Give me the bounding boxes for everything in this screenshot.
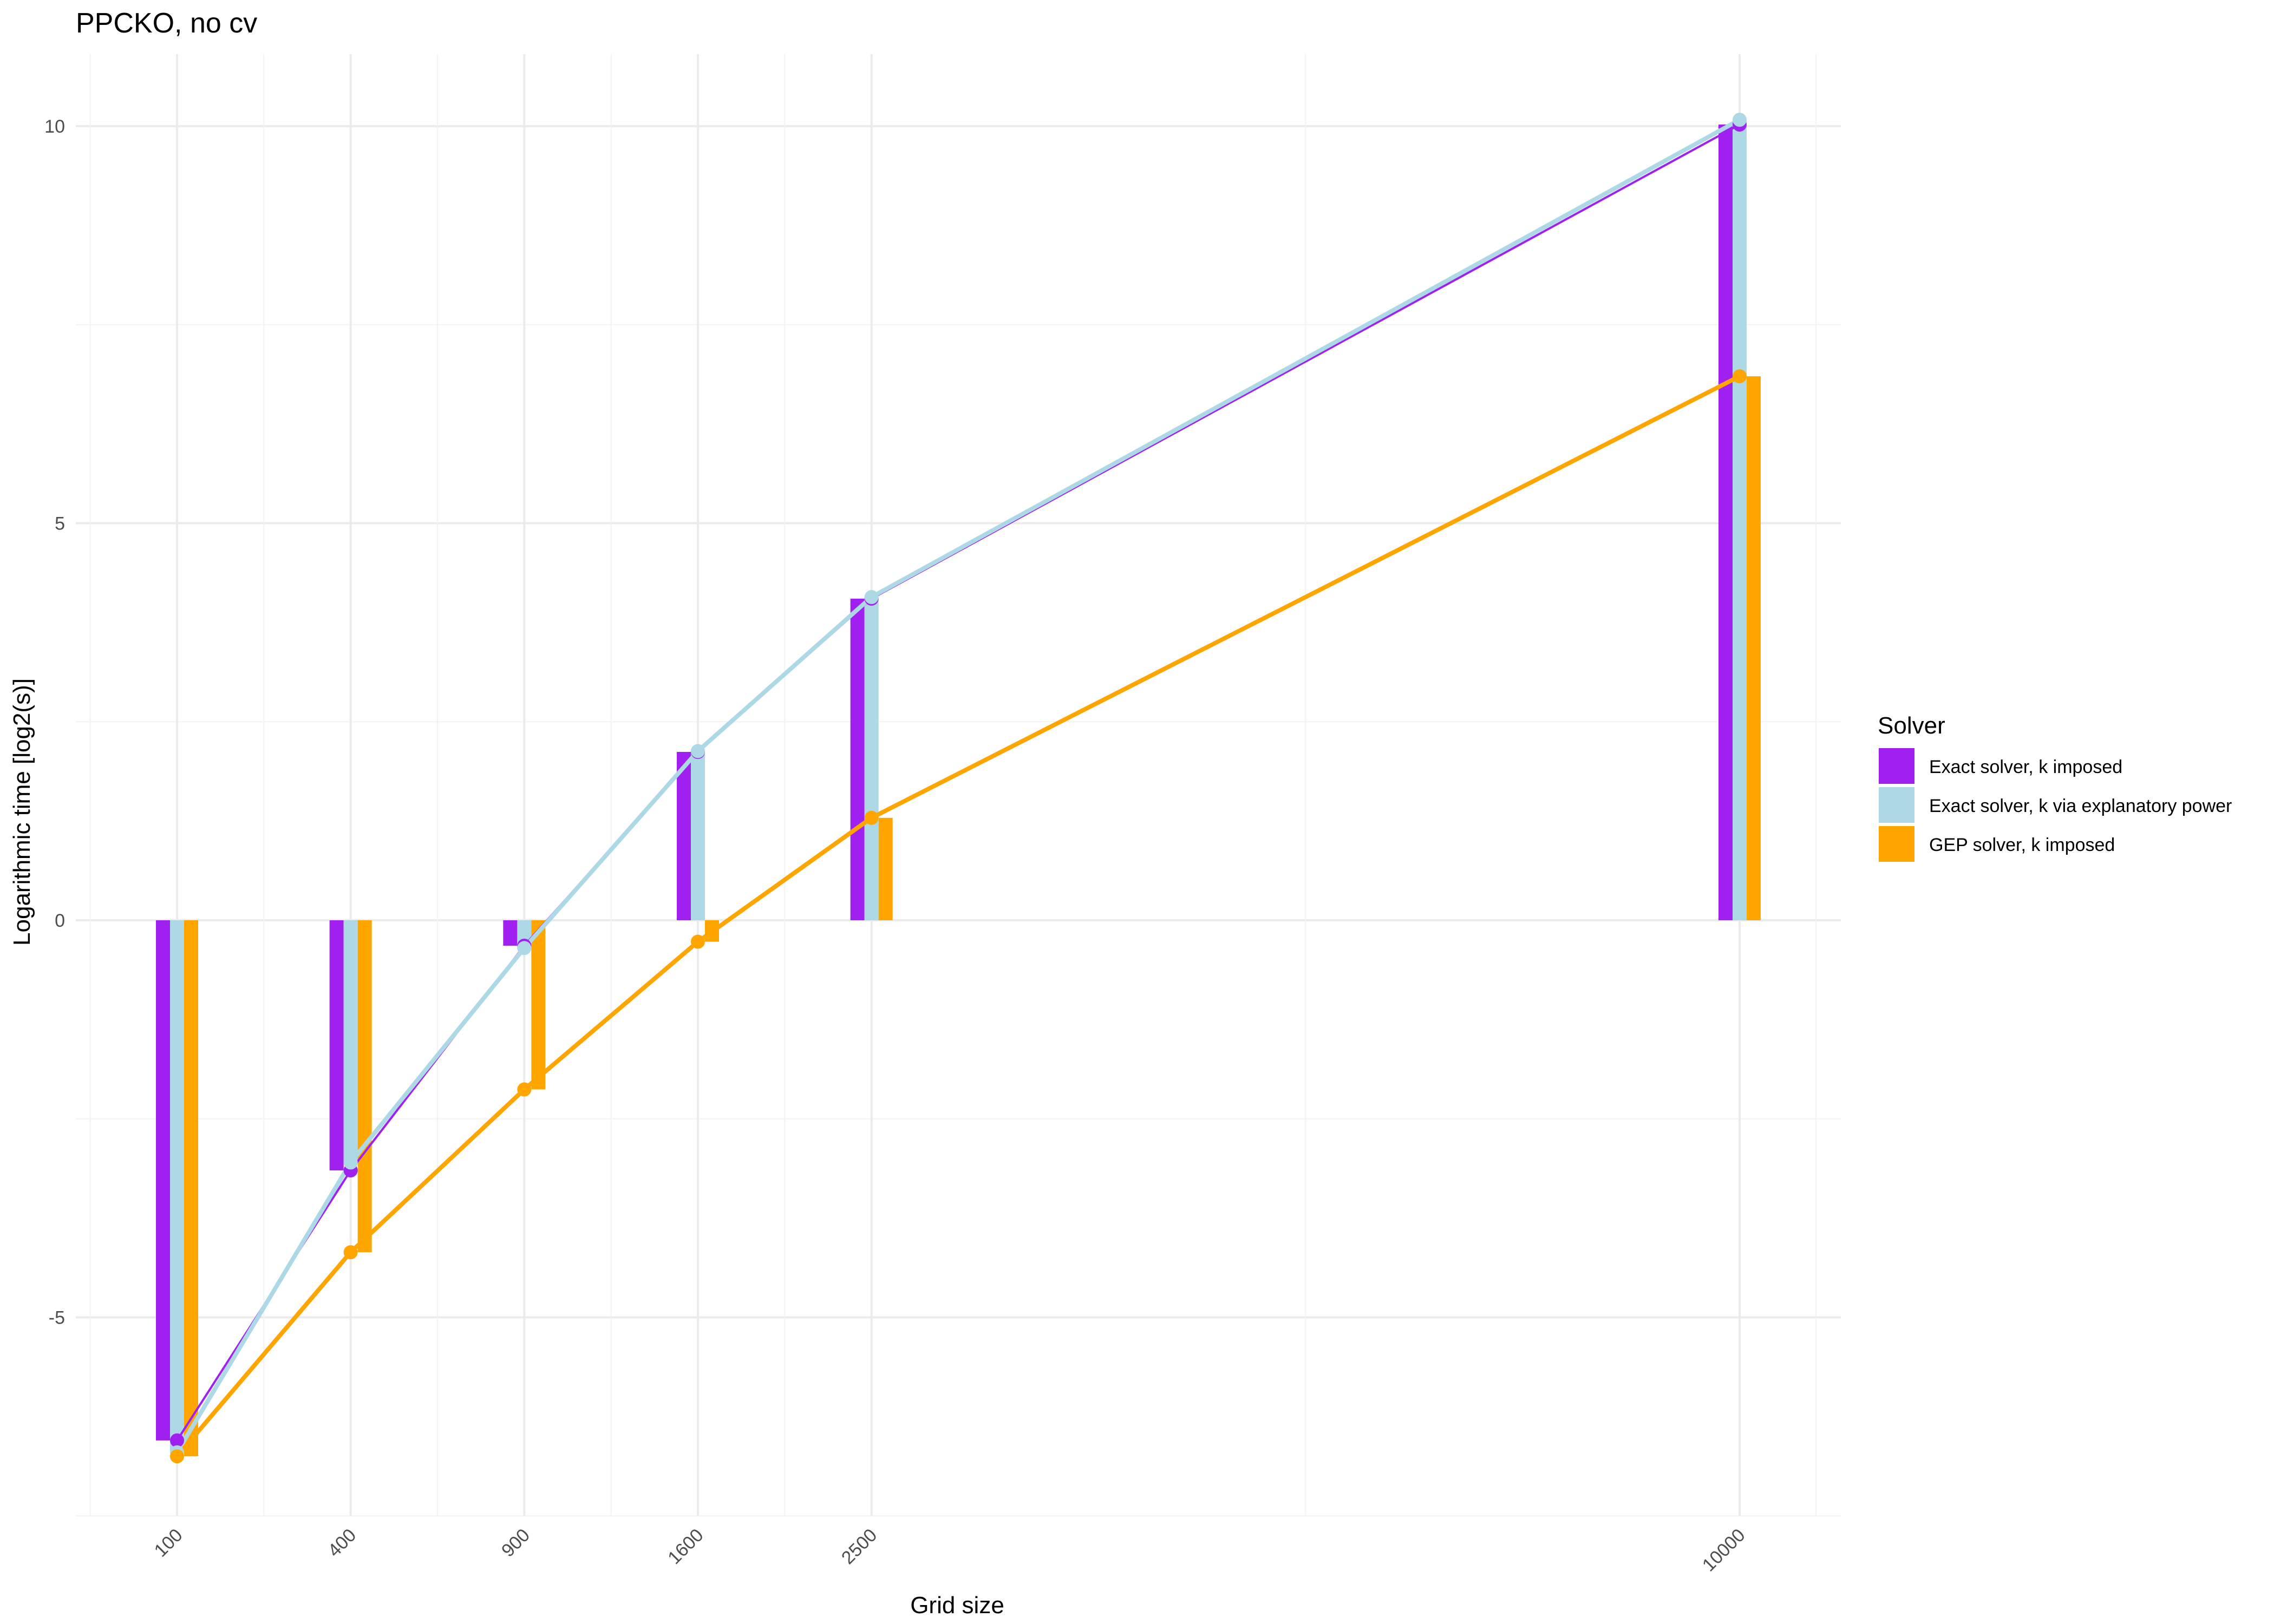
x-tick-label: 900 [498,1525,534,1561]
bar [170,920,184,1452]
bar [850,598,865,920]
data-point [864,590,879,604]
y-tick-label: 0 [55,911,65,931]
bar [329,920,344,1171]
bar [343,920,358,1163]
x-tick-label: 400 [324,1525,360,1561]
data-point [517,1082,532,1097]
bar [677,751,691,920]
bars [156,120,1761,1457]
lines [175,117,1741,1458]
bar [1718,125,1733,920]
bar [156,920,170,1440]
data-point [864,810,879,825]
x-tick-label: 1600 [664,1525,707,1568]
data-point [691,744,705,758]
series-line [175,374,1741,1458]
y-tick-label: 5 [55,514,65,534]
legend-key [1879,826,1914,862]
x-tick-label: 2500 [838,1525,881,1568]
data-point [343,1245,358,1260]
bar [531,920,546,1090]
legend-label: GEP solver, k imposed [1929,835,2115,855]
x-tick-label: 10000 [1698,1525,1749,1576]
x-axis-title: Grid size [910,1592,1004,1619]
data-point [343,1155,358,1170]
x-tick-label: 100 [151,1525,187,1561]
bar [691,751,705,920]
legend-key [1879,787,1914,823]
points [170,113,1747,1464]
series-line [176,123,1740,1441]
data-point [170,1433,184,1448]
data-point [1733,113,1747,127]
bar [184,920,198,1457]
legend-key [1879,748,1914,784]
y-axis-title: Logarithmic time [log2(s)] [9,678,35,946]
bar [1733,120,1747,920]
y-tick-label: -5 [49,1308,65,1328]
legend-title: Solver [1878,712,1945,739]
legend-label: Exact solver, k via explanatory power [1929,796,2232,816]
bar [864,597,879,920]
grid [76,54,1841,1517]
chart-title: PPCKO, no cv [76,8,257,39]
series-line [175,117,1741,1453]
data-point [691,934,705,949]
bar [878,817,893,920]
y-tick-label: 10 [44,116,65,137]
bar [1747,376,1761,920]
data-point [517,941,532,955]
bar [357,920,372,1253]
legend-label: Exact solver, k imposed [1929,757,2122,777]
legend: Solver Exact solver, k imposed Exact solv… [1878,712,2232,862]
data-point [170,1449,184,1464]
data-point [1733,369,1747,384]
tick-labels: -5 0 5 10 100 400 900 1600 2500 10000 [44,116,1749,1576]
bar [503,920,518,946]
